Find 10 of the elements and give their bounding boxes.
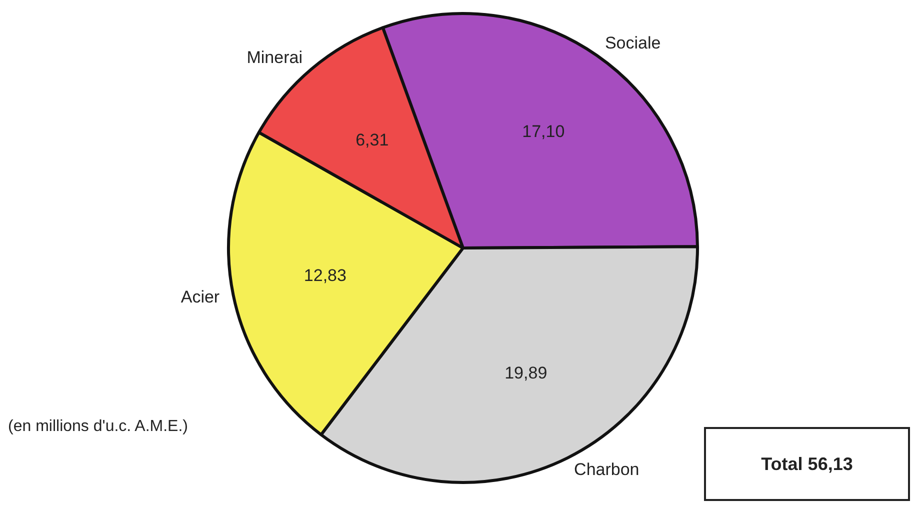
- data-label: 19,89: [504, 364, 548, 383]
- slice-label: Minerai: [246, 48, 302, 67]
- data-label: 12,83: [304, 266, 346, 286]
- text: (en millions d'u.c. A.M.E.): [8, 418, 188, 436]
- slice-label: Sociale: [604, 34, 661, 53]
- slice-label: Charbon: [574, 460, 640, 479]
- data-label: 6,31: [356, 130, 389, 150]
- text: Total 56,13: [704, 427, 910, 501]
- data-label: 17,10: [522, 122, 565, 142]
- slice-label: Acier: [180, 288, 220, 307]
